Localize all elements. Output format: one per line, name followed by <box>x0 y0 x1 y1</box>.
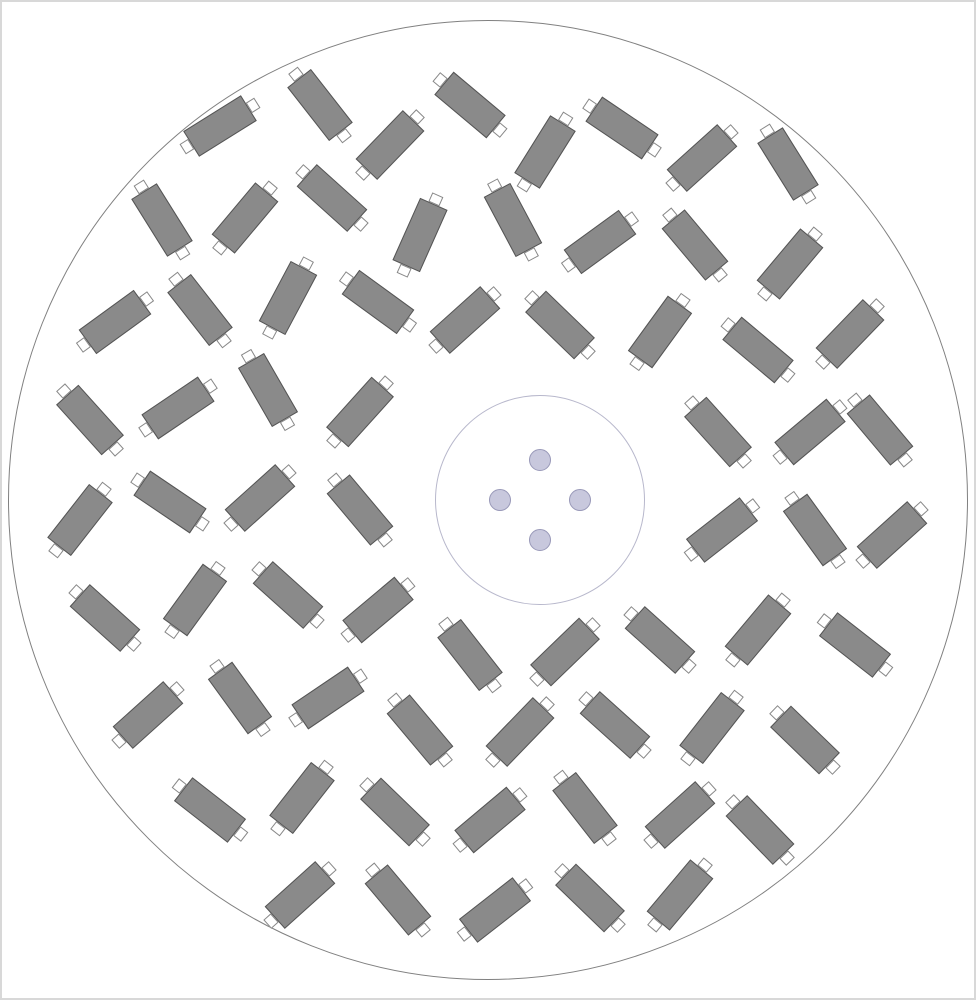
center-hub-dot <box>489 489 511 511</box>
center-hub-dot <box>529 529 551 551</box>
center-hub-dot <box>569 489 591 511</box>
center-hub-dot <box>529 449 551 471</box>
spiral-component-diagram <box>0 0 976 1000</box>
inner-hub-circle <box>435 395 645 605</box>
